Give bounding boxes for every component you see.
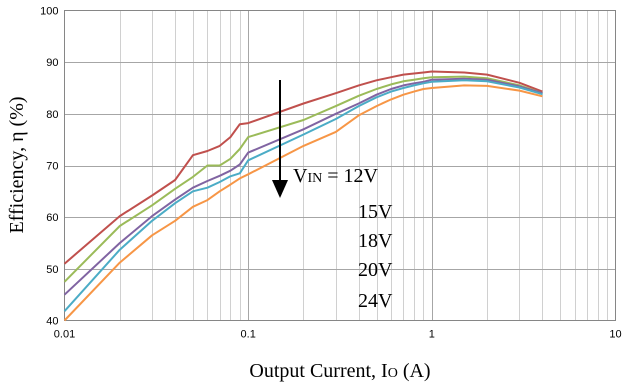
x-tick-label: 0.01 [54,329,75,341]
series-line-12v [63,70,543,265]
y-tick-label: 50 [46,264,58,276]
vin-label-15v: 15V [358,201,393,223]
y-tick-label: 90 [46,57,58,69]
series-line-24v [63,84,543,322]
vin-label-20v: 20V [358,259,393,281]
tick-labels: 0.01 0.1 1 10 40 50 60 70 80 90 100 [40,6,621,341]
series-line-18v [63,77,543,296]
vin-prefix: V [293,165,308,187]
vin-label-12v: VIN = 12V [293,165,379,187]
x-tick-label: 0.1 [241,329,256,341]
series-line-15v [63,75,543,283]
y-axis-title: Efficiency, η (%) [6,96,28,233]
vin-equals: = [322,165,343,187]
vin-label-24v: 24V [358,290,393,312]
x-tick-label: 10 [609,329,621,341]
x-axis-title-sub: O [388,366,398,381]
y-tick-label: 80 [46,109,58,121]
vin-subscript: IN [307,171,322,186]
vin-label-18v: 18V [358,230,393,252]
x-axis-title: Output Current, IO (A) [249,360,430,382]
y-tick-label: 70 [46,161,58,173]
y-tick-label: 60 [46,212,58,224]
x-axis-title-main: Output Current, I [249,360,387,382]
x-tick-label: 1 [429,329,435,341]
series-line-20v [63,79,543,312]
y-tick-label: 40 [46,316,58,328]
vin-arrow [272,80,288,198]
series-lines [63,70,543,322]
y-tick-label: 100 [40,6,58,18]
x-axis-title-tail: (A) [398,360,431,382]
vin-value-12v: 12V [344,165,379,187]
grid [64,10,616,321]
vin-arrow-head [272,180,288,198]
plot-area-frame [64,10,616,321]
